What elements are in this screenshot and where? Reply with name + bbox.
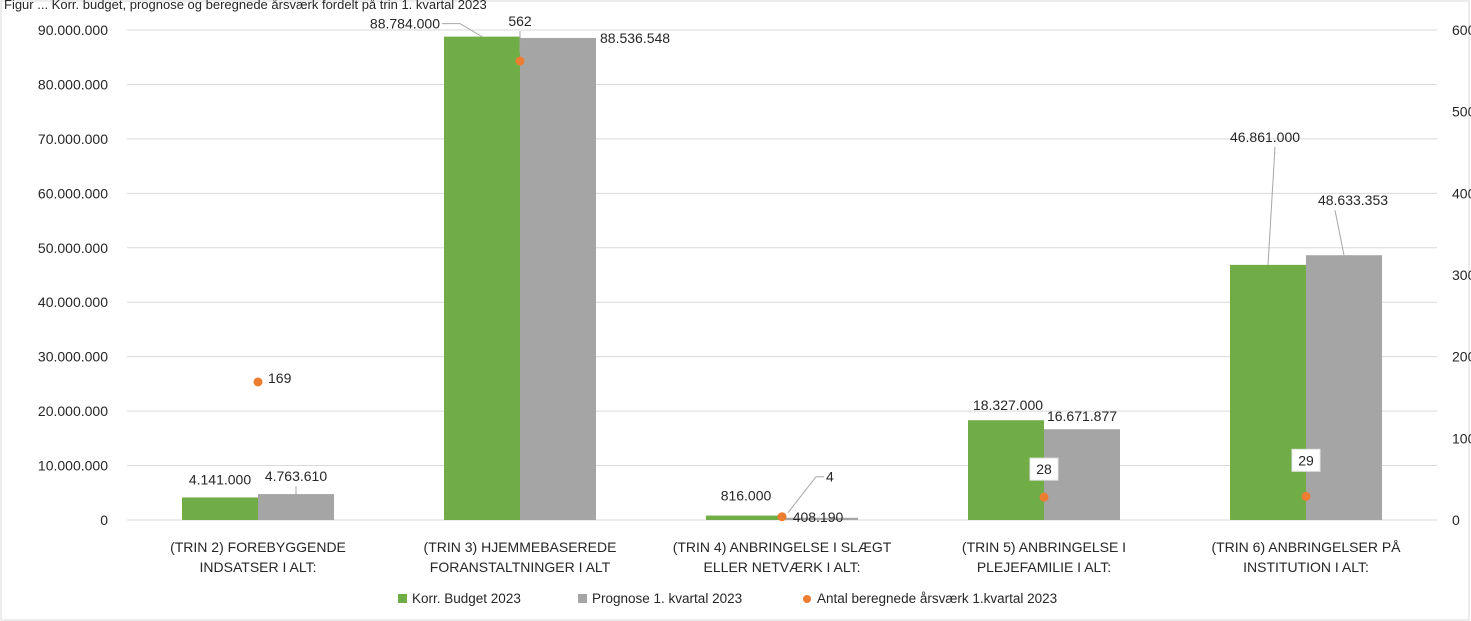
leader-line — [1267, 146, 1276, 265]
bar-korr-budget — [444, 36, 520, 520]
data-label-prognose: 408.190 — [793, 509, 844, 525]
category-label: (TRIN 3) HJEMMEBASEREDE FORANSTALTNINGER … — [424, 539, 617, 575]
data-label-korr-budget: 46.861.000 — [1230, 129, 1300, 145]
category-label-line: (TRIN 4) ANBRINGELSE I SLÆGT — [673, 539, 892, 555]
legend-label: Korr. Budget 2023 — [412, 591, 521, 606]
dot-aarsvaerk — [515, 56, 525, 66]
legend-marker-aarsvaerk — [803, 595, 811, 603]
category-label-line: PLEJEFAMILIE I ALT: — [977, 559, 1111, 575]
category-label: (TRIN 2) FOREBYGGENDE INDSATSER I ALT: — [170, 539, 346, 575]
legend-label: Prognose 1. kvartal 2023 — [592, 591, 742, 606]
data-label-aarsvaerk: 29 — [1298, 452, 1314, 468]
data-label-box — [1291, 448, 1321, 472]
bar-prognose — [1306, 255, 1382, 520]
data-label-prognose: 48.633.353 — [1318, 192, 1388, 208]
bar-korr-budget — [182, 497, 258, 520]
data-label-aarsvaerk: 28 — [1036, 461, 1052, 477]
leader-lines — [295, 23, 1345, 514]
y-right-tick-label: 600 — [1452, 22, 1471, 38]
dot-aarsvaerk — [1301, 491, 1311, 501]
bar-korr-budget — [706, 515, 782, 520]
y-left-tick-label: 60.000.000 — [38, 185, 108, 201]
y-left-tick-label: 40.000.000 — [38, 294, 108, 310]
y-left-tick-label: 30.000.000 — [38, 349, 108, 365]
y-left-tick-label: 70.000.000 — [38, 131, 108, 147]
bar-prognose — [520, 37, 596, 520]
bar-prognose — [782, 517, 858, 520]
y-left-tick-label: 20.000.000 — [38, 403, 108, 419]
x-axis-categories: (TRIN 2) FOREBYGGENDE INDSATSER I ALT:(TR… — [170, 539, 1401, 575]
data-label-korr-budget: 816.000 — [721, 488, 772, 504]
scatter-series — [253, 56, 1311, 522]
bar-korr-budget — [1230, 264, 1306, 520]
data-label-box — [1029, 457, 1059, 481]
y-axis-right: 0 100 200 300 400 500 600 — [1452, 22, 1471, 528]
y-left-tick-label: 10.000.000 — [38, 458, 108, 474]
data-label-korr-budget: 18.327.000 — [973, 397, 1043, 413]
legend-label: Antal beregnede årsværk 1.kvartal 2023 — [817, 591, 1057, 606]
category-label-line: (TRIN 6) ANBRINGELSER PÅ — [1211, 539, 1401, 555]
category-label-line: ELLER NETVÆRK I ALT: — [704, 559, 861, 575]
data-label-prognose: 16.671.877 — [1047, 408, 1117, 424]
y-right-tick-label: 500 — [1452, 104, 1471, 120]
y-left-tick-label: 80.000.000 — [38, 76, 108, 92]
y-right-tick-label: 200 — [1452, 349, 1471, 365]
data-label-prognose: 88.536.548 — [600, 30, 670, 46]
y-left-tick-label: 90.000.000 — [38, 22, 108, 38]
y-left-tick-label: 0 — [100, 512, 108, 528]
y-axis-left: 0 10.000.000 20.000.000 30.000.000 40.000.00… — [38, 22, 108, 528]
bar-series — [182, 36, 1382, 520]
legend-marker-korr-budget — [398, 594, 407, 603]
dot-aarsvaerk — [253, 377, 263, 387]
y-right-tick-label: 100 — [1452, 430, 1471, 446]
leader-line — [442, 23, 483, 38]
chart-top-caption: Figur ... Korr. budget, prognose og bere… — [4, 0, 487, 12]
y-right-tick-label: 0 — [1452, 512, 1460, 528]
legend-marker-prognose — [578, 594, 587, 603]
data-label-aarsvaerk: 169 — [268, 370, 292, 386]
data-labels: 4.141.000 4.763.610 169 88.784.000 88.536.54… — [189, 13, 1388, 525]
category-label: (TRIN 5) ANBRINGELSE I PLEJEFAMILIE I ALT… — [962, 539, 1126, 575]
leader-line — [1334, 210, 1345, 256]
y-right-tick-label: 300 — [1452, 267, 1471, 283]
data-label-korr-budget: 4.141.000 — [189, 471, 251, 487]
gridlines — [127, 29, 1437, 521]
category-label: (TRIN 4) ANBRINGELSE I SLÆGT ELLER NETVÆR… — [673, 539, 892, 575]
dot-aarsvaerk — [777, 512, 787, 522]
y-left-tick-label: 50.000.000 — [38, 240, 108, 256]
category-label-line: FORANSTALTNINGER I ALT — [430, 559, 611, 575]
category-label-line: (TRIN 3) HJEMMEBASEREDE — [424, 539, 617, 555]
data-label-aarsvaerk: 4 — [826, 469, 834, 485]
category-label-line: (TRIN 5) ANBRINGELSE I — [962, 539, 1126, 555]
legend: Korr. Budget 2023 Prognose 1. kvartal 202… — [398, 591, 1057, 606]
dot-aarsvaerk — [1039, 492, 1049, 502]
data-label-korr-budget: 88.784.000 — [370, 16, 440, 32]
category-label-line: (TRIN 2) FOREBYGGENDE — [170, 539, 346, 555]
data-label-aarsvaerk: 562 — [508, 13, 532, 29]
category-label: (TRIN 6) ANBRINGELSER PÅ INSTITUTION I AL… — [1211, 539, 1401, 575]
y-right-tick-label: 400 — [1452, 185, 1471, 201]
bar-prognose — [258, 494, 334, 520]
leader-line — [787, 476, 824, 514]
data-label-prognose: 4.763.610 — [265, 468, 327, 484]
category-label-line: INDSATSER I ALT: — [200, 559, 317, 575]
category-label-line: INSTITUTION I ALT: — [1243, 559, 1369, 575]
